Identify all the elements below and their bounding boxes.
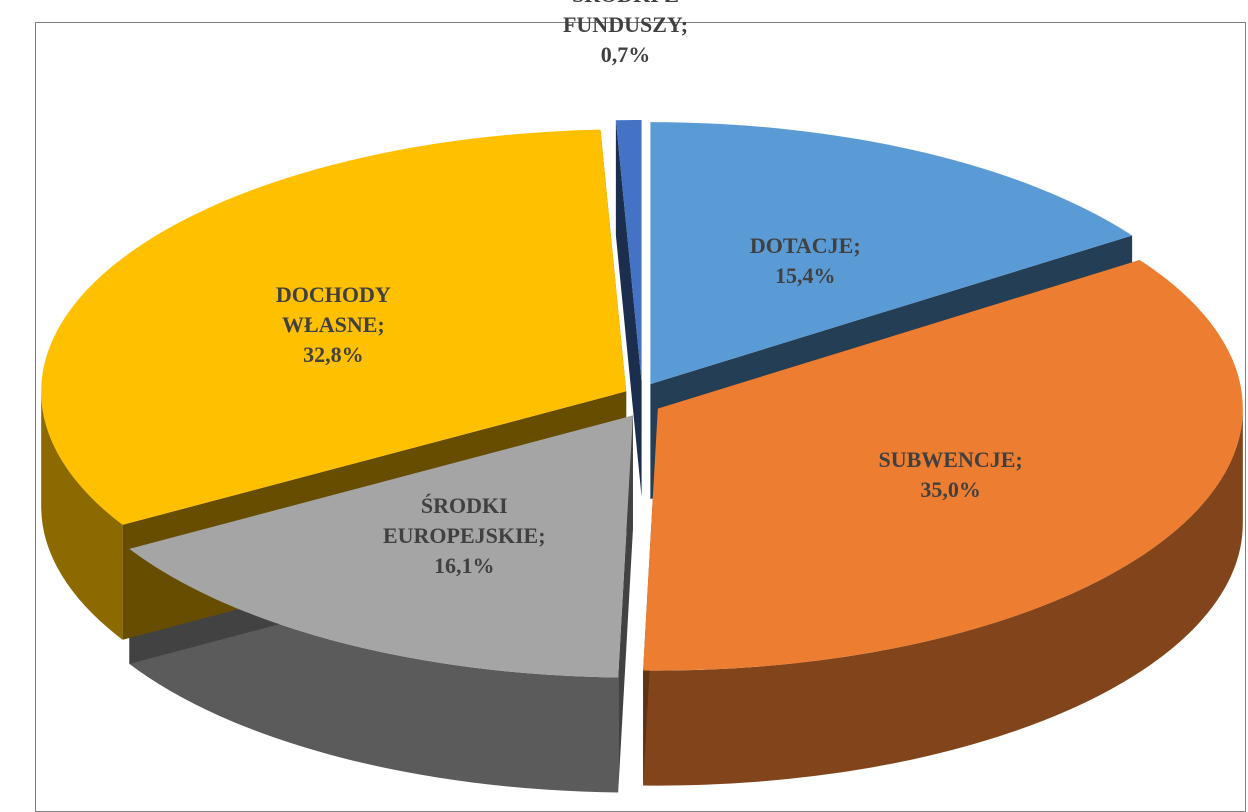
- category-label: ŚRODKI EUROPEJSKIE;: [382, 492, 546, 548]
- category-label: DOTACJE;: [749, 232, 861, 258]
- top-layer: [41, 120, 1243, 678]
- value-label: 16,1%: [434, 552, 495, 578]
- category-label: DOCHODY WŁASNE;: [275, 282, 391, 338]
- data-label: DOTACJE; 15,4%: [710, 231, 900, 291]
- value-label: 15,4%: [775, 262, 836, 288]
- slice: [650, 122, 1133, 385]
- value-label: 35,0%: [920, 476, 981, 502]
- slice-side: [643, 408, 1243, 786]
- value-label: 32,8%: [303, 342, 364, 368]
- data-label: ŚRODKI Z FUNDUSZY; 0,7%: [531, 0, 721, 70]
- data-label: DOCHODY WŁASNE; 32,8%: [238, 280, 428, 370]
- slice: [41, 129, 627, 525]
- category-label: SUBWENCJE;: [878, 446, 1023, 472]
- slice: [643, 259, 1243, 671]
- slice-side: [41, 391, 123, 640]
- category-label: ŚRODKI Z FUNDUSZY;: [562, 0, 689, 37]
- slice: [129, 415, 633, 678]
- data-label: ŚRODKI EUROPEJSKIE; 16,1%: [369, 491, 559, 581]
- slice-side: [129, 548, 619, 793]
- slice-wall: [615, 120, 642, 498]
- slice: [615, 120, 642, 383]
- data-label: SUBWENCJE; 35,0%: [856, 445, 1046, 505]
- value-label: 0,7%: [600, 41, 651, 67]
